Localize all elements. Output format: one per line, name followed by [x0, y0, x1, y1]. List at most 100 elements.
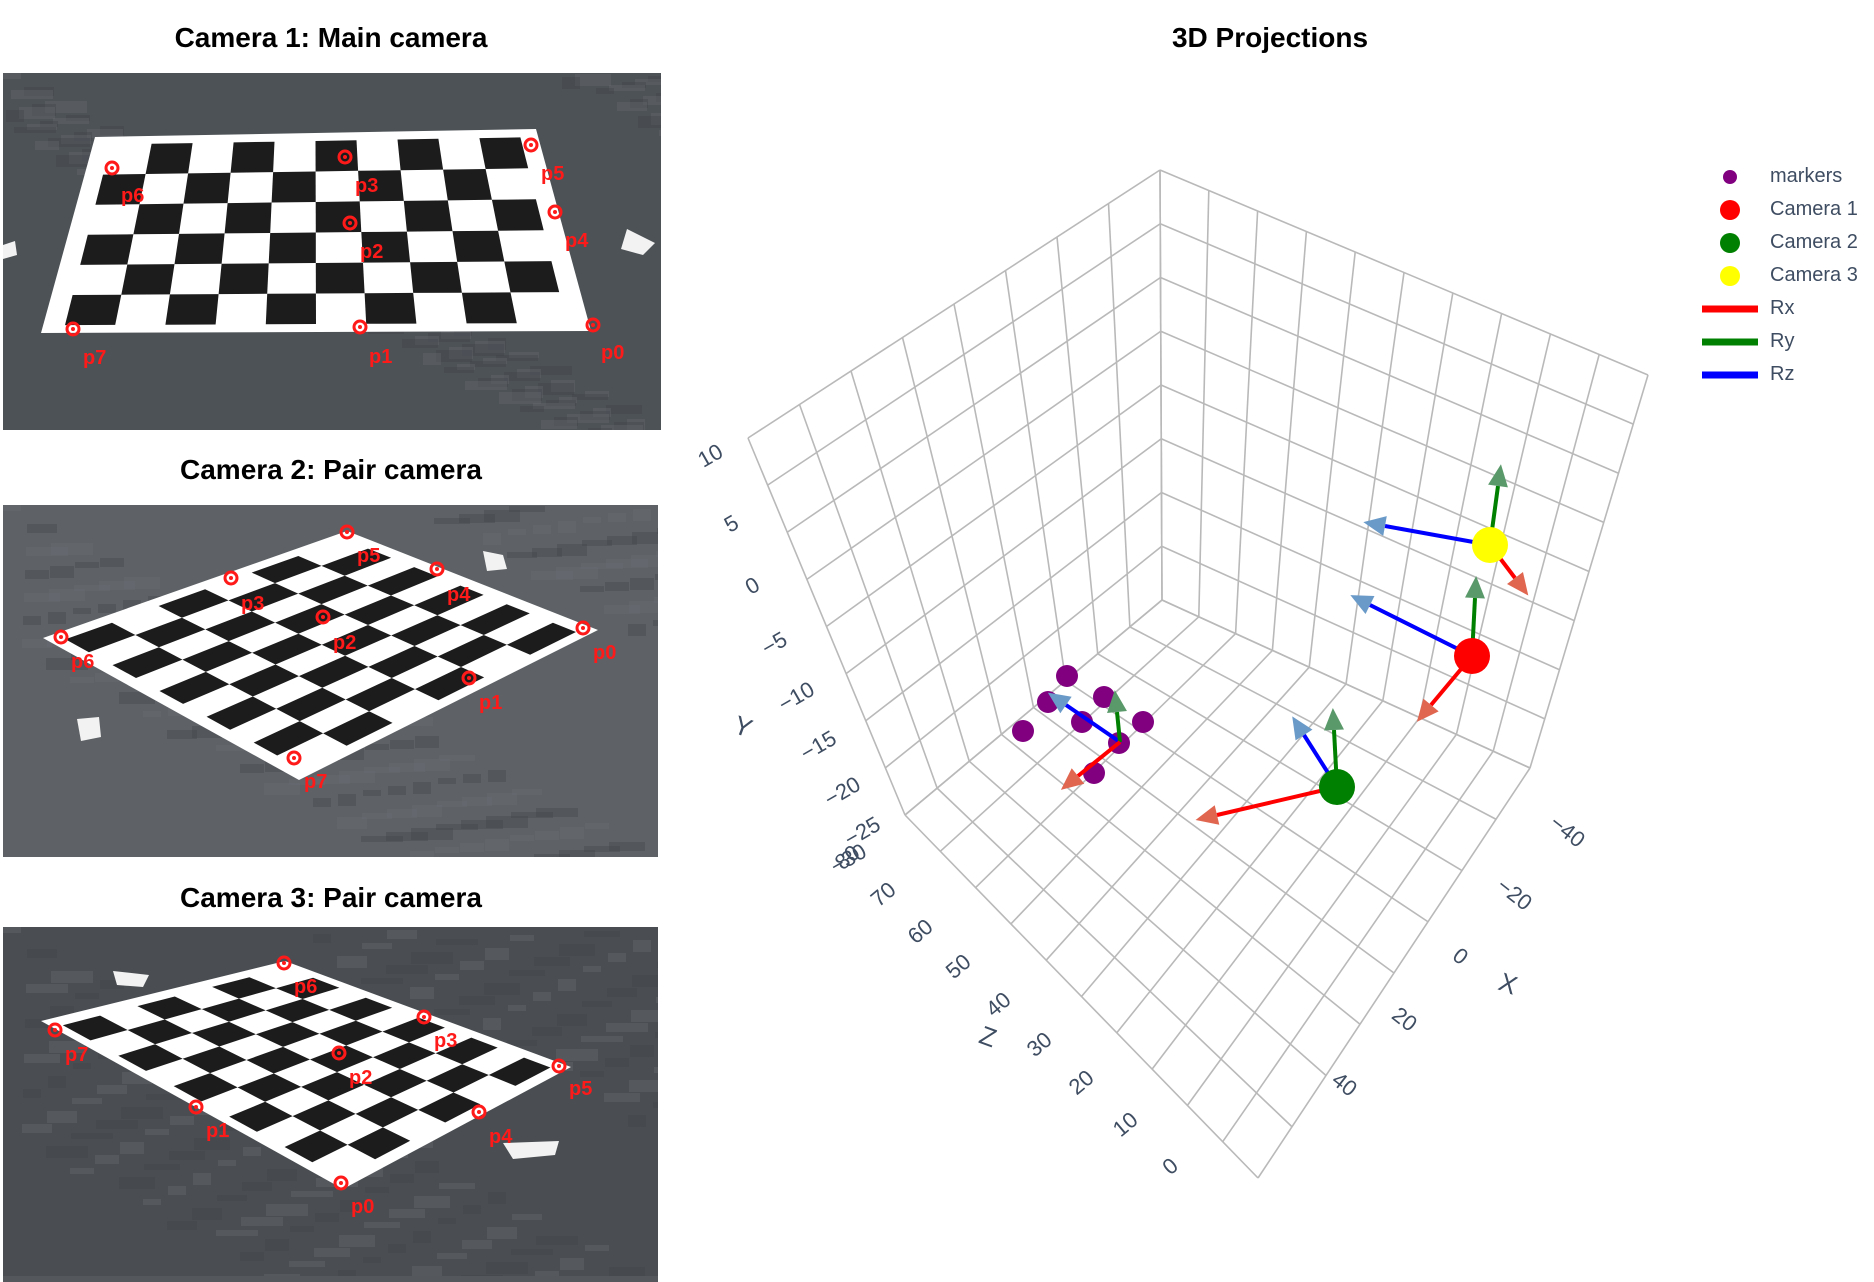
- ground-texture: [510, 935, 534, 941]
- ground-texture: [75, 993, 99, 999]
- checker-square: [237, 1073, 302, 1102]
- checker-square: [329, 997, 393, 1021]
- camera-2-title: Camera 2: Pair camera: [180, 454, 482, 485]
- y-tick: 5: [720, 510, 743, 538]
- legend-item[interactable]: Camera 3: [1700, 259, 1858, 292]
- ground-texture: [313, 934, 331, 943]
- y-tick: −15: [796, 725, 841, 765]
- ground-texture: [365, 1187, 389, 1193]
- ground-texture: [504, 372, 540, 381]
- ground-texture: [609, 1267, 645, 1276]
- ground-texture: [532, 548, 562, 557]
- grid-line: [1159, 169, 1649, 376]
- ground-texture: [387, 809, 417, 818]
- camera-3-rz-arrow-head: [1363, 516, 1387, 536]
- ground-texture: [435, 847, 459, 853]
- ground-texture: [622, 82, 646, 88]
- checker-square: [368, 646, 438, 678]
- ground-texture: [488, 1192, 506, 1204]
- checker-square: [344, 595, 415, 625]
- checker-square: [229, 664, 299, 697]
- ground-texture: [534, 957, 570, 966]
- plot-3d[interactable]: 1050−5−10−15−20−25−3080706050403020100−4…: [680, 140, 1680, 1180]
- checker-square: [246, 1046, 310, 1074]
- marker-point: [461, 670, 477, 686]
- legend-item[interactable]: Rx: [1700, 292, 1858, 325]
- ground-texture: [614, 422, 644, 430]
- ground-texture: [461, 820, 503, 829]
- ground-texture: [546, 400, 576, 406]
- checker-square: [182, 1046, 247, 1074]
- legend-item[interactable]: Camera 2: [1700, 226, 1858, 259]
- marker-point-center: [358, 325, 362, 329]
- ground-texture: [53, 118, 89, 124]
- ground-texture: [45, 101, 87, 113]
- camera-1-ry-arrow-head: [1465, 576, 1485, 599]
- ground-texture: [535, 831, 559, 840]
- ground-texture: [40, 121, 58, 127]
- ground-texture: [95, 1155, 119, 1164]
- ground-texture: [596, 88, 614, 94]
- ground-texture: [475, 341, 505, 353]
- marker-dot: [1012, 720, 1034, 742]
- ground-texture: [629, 1080, 658, 1092]
- ground-texture: [170, 1116, 194, 1125]
- ground-texture: [75, 562, 99, 568]
- legend-symbol: [1700, 167, 1760, 187]
- ground-texture: [533, 525, 551, 534]
- z-tick: 10: [1108, 1107, 1143, 1142]
- checker-square: [62, 1015, 128, 1041]
- ground-texture: [551, 380, 575, 392]
- checker-square: [229, 1101, 293, 1132]
- x-axis-title: X: [1495, 966, 1522, 1000]
- ground-texture: [657, 528, 658, 534]
- ground-texture: [216, 745, 258, 751]
- marker-point-center: [59, 635, 63, 639]
- ground-texture: [648, 76, 661, 82]
- grid-line: [826, 384, 1162, 628]
- marker-label: p5: [569, 1078, 592, 1100]
- ground-texture: [74, 132, 92, 141]
- checker-square: [174, 233, 225, 265]
- ground-texture: [386, 832, 428, 841]
- ground-texture: [508, 529, 526, 535]
- checker-square: [488, 1057, 551, 1086]
- ground-texture: [364, 1222, 400, 1228]
- marker-point-center: [435, 567, 439, 571]
- legend-label: Camera 3: [1770, 264, 1858, 286]
- ground-texture: [488, 770, 506, 782]
- marker-point: [276, 955, 292, 971]
- ground-texture: [338, 794, 356, 806]
- legend-item[interactable]: Ry: [1700, 325, 1858, 358]
- ground-texture: [485, 839, 509, 851]
- legend-item[interactable]: markers: [1700, 160, 1858, 193]
- paper-flake: [621, 229, 655, 255]
- ground-texture: [338, 1270, 356, 1276]
- camera-2-ry-arrow-head: [1324, 708, 1344, 731]
- legend-label: Ry: [1770, 330, 1795, 352]
- legend-item[interactable]: Camera 1: [1700, 193, 1858, 226]
- ground-texture: [412, 1266, 442, 1276]
- ground-texture: [525, 386, 543, 398]
- ground-texture: [337, 956, 367, 968]
- checker-square: [361, 231, 411, 263]
- grid-line: [845, 438, 1162, 675]
- ground-texture: [119, 1177, 155, 1189]
- ground-texture: [486, 816, 528, 828]
- ground-texture: [638, 116, 661, 128]
- checker-square: [271, 171, 316, 203]
- camera-3-rx-arrow-head: [1507, 571, 1529, 596]
- ground-texture: [120, 1142, 144, 1154]
- camera-3-view: p0 p1 p2 p3 p4 p5 p6 p7: [3, 927, 658, 1282]
- checker-square: [276, 687, 346, 722]
- checker-square: [391, 615, 461, 646]
- ground-texture: [585, 823, 609, 829]
- checker-square: [319, 1020, 383, 1046]
- checker-square: [230, 141, 275, 173]
- grid-line: [1045, 666, 1310, 961]
- x-tick: 40: [1327, 1067, 1362, 1102]
- ground-texture: [554, 417, 578, 426]
- legend-item[interactable]: Rz: [1700, 358, 1858, 391]
- marker-label: p3: [241, 593, 264, 615]
- ground-texture: [651, 113, 661, 125]
